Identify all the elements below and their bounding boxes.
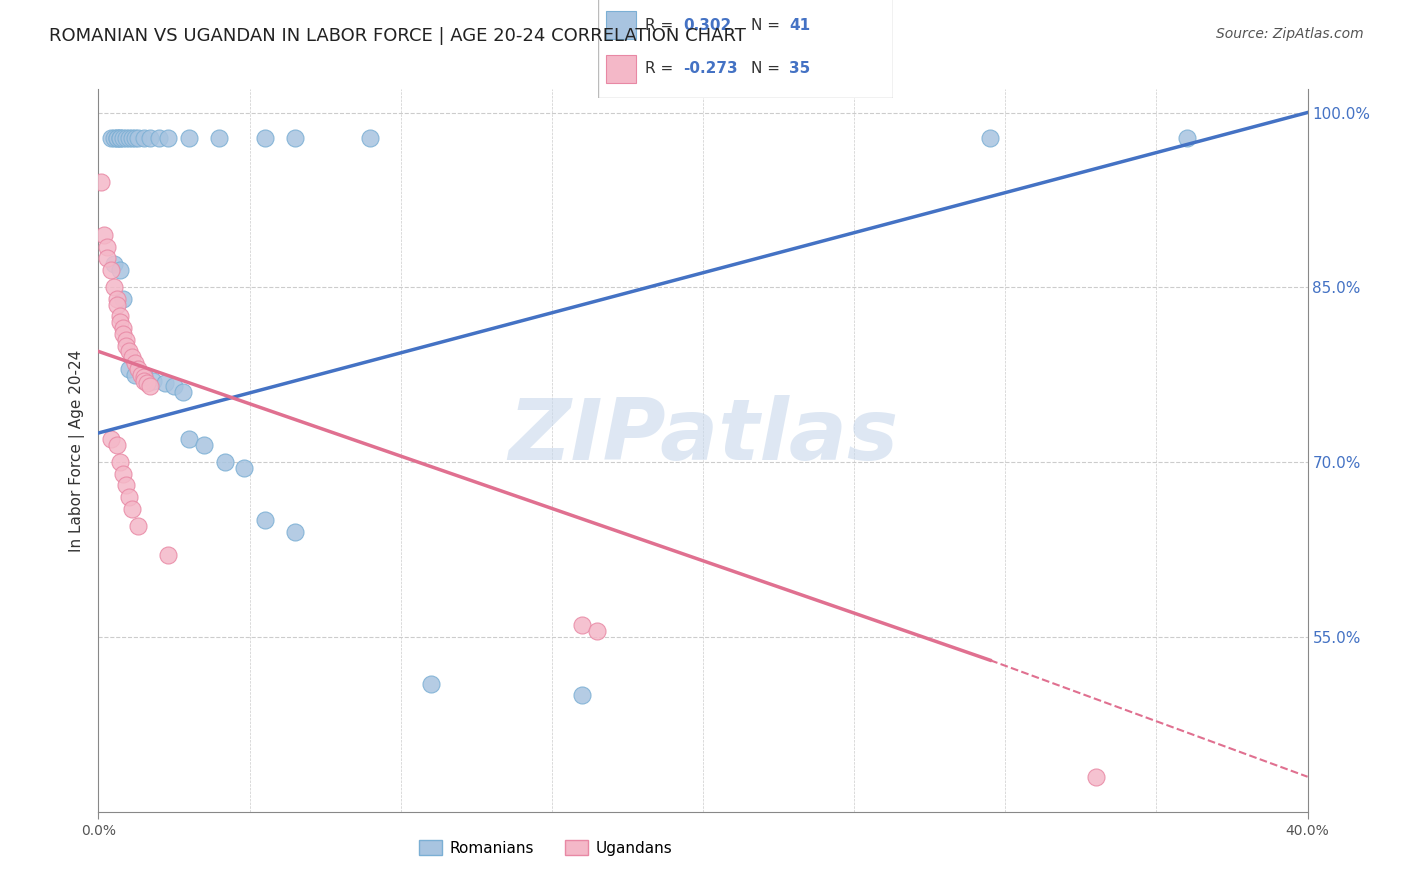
Point [108, 131, 131, 145]
Point [127, 519, 149, 533]
Y-axis label: In Labor Force | Age 20-24: In Labor Force | Age 20-24 [69, 350, 84, 551]
Point [127, 362, 149, 376]
Point [124, 131, 146, 145]
Point [100, 263, 122, 277]
Point [118, 131, 141, 145]
Point [111, 467, 134, 481]
Point [214, 455, 236, 469]
Point [129, 368, 152, 382]
Point [132, 370, 155, 384]
Point [108, 455, 131, 469]
Text: 41: 41 [790, 18, 811, 32]
Point [172, 385, 194, 400]
FancyBboxPatch shape [606, 11, 636, 39]
Point [253, 131, 276, 145]
Point [253, 513, 276, 527]
Point [96, 251, 118, 265]
Text: 0.302: 0.302 [683, 18, 731, 32]
Point [979, 131, 1001, 145]
Point [118, 362, 141, 376]
Point [142, 374, 165, 388]
Point [114, 131, 136, 145]
Point [284, 524, 307, 539]
Point [127, 131, 149, 145]
Point [118, 490, 141, 504]
Point [93, 227, 115, 242]
Point [108, 315, 131, 329]
Point [105, 298, 128, 312]
Point [124, 356, 146, 370]
Point [121, 350, 143, 364]
Point [586, 624, 609, 639]
Point [105, 437, 128, 451]
Text: R =: R = [645, 18, 678, 32]
Point [139, 379, 162, 393]
Point [90, 176, 112, 190]
Legend: Romanians, Ugandans: Romanians, Ugandans [413, 834, 678, 862]
Point [114, 333, 136, 347]
Text: ZIPatlas: ZIPatlas [508, 394, 898, 477]
Text: N =: N = [751, 62, 785, 76]
Point [105, 292, 128, 306]
Text: ROMANIAN VS UGANDAN IN LABOR FORCE | AGE 20-24 CORRELATION CHART: ROMANIAN VS UGANDAN IN LABOR FORCE | AGE… [49, 27, 747, 45]
Point [571, 618, 593, 632]
Point [121, 501, 143, 516]
Point [108, 131, 131, 145]
Point [360, 131, 382, 145]
Point [114, 478, 136, 492]
Point [193, 437, 215, 451]
Point [1085, 770, 1108, 784]
FancyBboxPatch shape [598, 0, 893, 98]
Point [105, 131, 128, 145]
Point [139, 131, 162, 145]
Text: -0.273: -0.273 [683, 62, 738, 76]
Point [103, 131, 125, 145]
Point [132, 368, 155, 382]
FancyBboxPatch shape [606, 54, 636, 83]
Point [111, 131, 134, 145]
Point [121, 131, 143, 145]
Point [100, 131, 122, 145]
Point [105, 131, 128, 145]
Point [111, 326, 134, 341]
Point [420, 676, 443, 690]
Point [1175, 131, 1198, 145]
Point [135, 376, 157, 390]
Point [148, 131, 170, 145]
Point [571, 688, 593, 702]
Point [179, 131, 201, 145]
Point [208, 131, 231, 145]
Text: 35: 35 [790, 62, 811, 76]
Point [118, 344, 141, 359]
Point [156, 549, 179, 563]
Point [114, 338, 136, 352]
Point [132, 374, 155, 388]
Text: Source: ZipAtlas.com: Source: ZipAtlas.com [1216, 27, 1364, 41]
Point [232, 461, 254, 475]
Text: N =: N = [751, 18, 785, 32]
Point [108, 310, 131, 324]
Point [108, 263, 131, 277]
Point [156, 131, 179, 145]
Text: R =: R = [645, 62, 678, 76]
Point [284, 131, 307, 145]
Point [153, 376, 176, 390]
Point [111, 292, 134, 306]
Point [103, 257, 125, 271]
Point [179, 432, 201, 446]
Point [100, 432, 122, 446]
Point [163, 379, 186, 393]
Point [103, 280, 125, 294]
Point [124, 368, 146, 382]
Point [111, 321, 134, 335]
Point [132, 131, 155, 145]
Point [96, 239, 118, 253]
